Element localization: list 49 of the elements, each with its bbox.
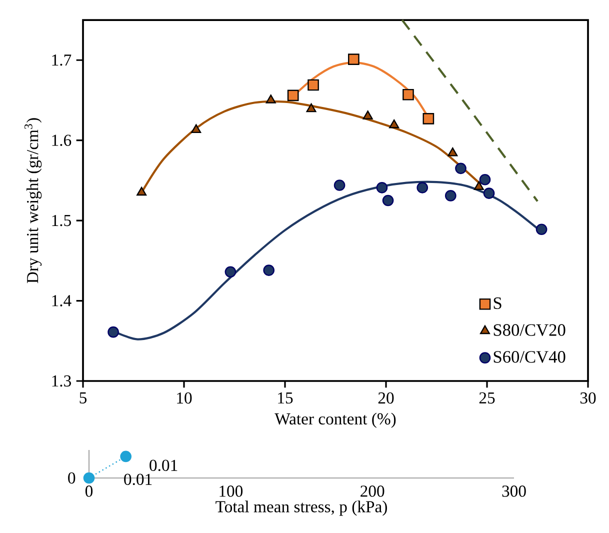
point <box>448 148 458 156</box>
text: 0 <box>68 472 76 484</box>
point <box>108 326 119 338</box>
y-tick-label: 1.6 <box>52 134 72 146</box>
point <box>483 188 495 199</box>
x-tick-label: 25 <box>479 392 495 404</box>
point <box>444 190 456 202</box>
point <box>362 110 373 120</box>
point <box>191 124 202 134</box>
x-tick-label: 10 <box>177 392 192 404</box>
point <box>389 119 400 128</box>
point <box>402 88 414 100</box>
y-tick-label: 1.4 <box>52 295 72 306</box>
point <box>136 186 147 196</box>
point <box>334 180 346 191</box>
y-tick-label: 1.3 <box>52 375 71 387</box>
x-tick-label: 5 <box>80 392 87 404</box>
legend-label: S80/CV20 <box>494 324 566 336</box>
y-tick-label: 1.5 <box>52 214 71 226</box>
x-tick-label: 200 <box>360 486 384 497</box>
x-tick-label: 20 <box>378 392 394 404</box>
x-tick-label: 0 <box>85 486 93 497</box>
annotation: 0.01 <box>124 474 152 486</box>
annotation: 0.01 <box>150 460 178 472</box>
point <box>263 264 275 276</box>
point <box>308 79 319 91</box>
point <box>479 174 491 186</box>
legend-label: S60/CV40 <box>494 351 566 363</box>
point <box>266 94 276 104</box>
point <box>382 194 394 206</box>
point <box>474 181 484 190</box>
legend-label: S <box>494 297 502 310</box>
point <box>422 113 434 124</box>
x-axis-title: Water content (%) <box>274 412 396 428</box>
x-axis-title: Total mean stress, p (kPa) <box>216 500 387 516</box>
y-tick-label: 1.7 <box>52 54 72 66</box>
x-tick-label: 300 <box>502 486 526 497</box>
x-tick-label: 30 <box>580 392 596 404</box>
y-axis-title: Dry unit weight (gr/cm$^{3}$) <box>24 118 42 284</box>
point <box>348 54 360 65</box>
point <box>306 103 316 112</box>
x-tick-label: 100 <box>220 486 243 497</box>
point <box>287 90 299 102</box>
x-tick-label: 15 <box>278 392 293 404</box>
point <box>455 162 466 174</box>
point <box>376 182 388 194</box>
point <box>536 224 548 236</box>
point <box>416 182 428 194</box>
point <box>224 266 236 278</box>
